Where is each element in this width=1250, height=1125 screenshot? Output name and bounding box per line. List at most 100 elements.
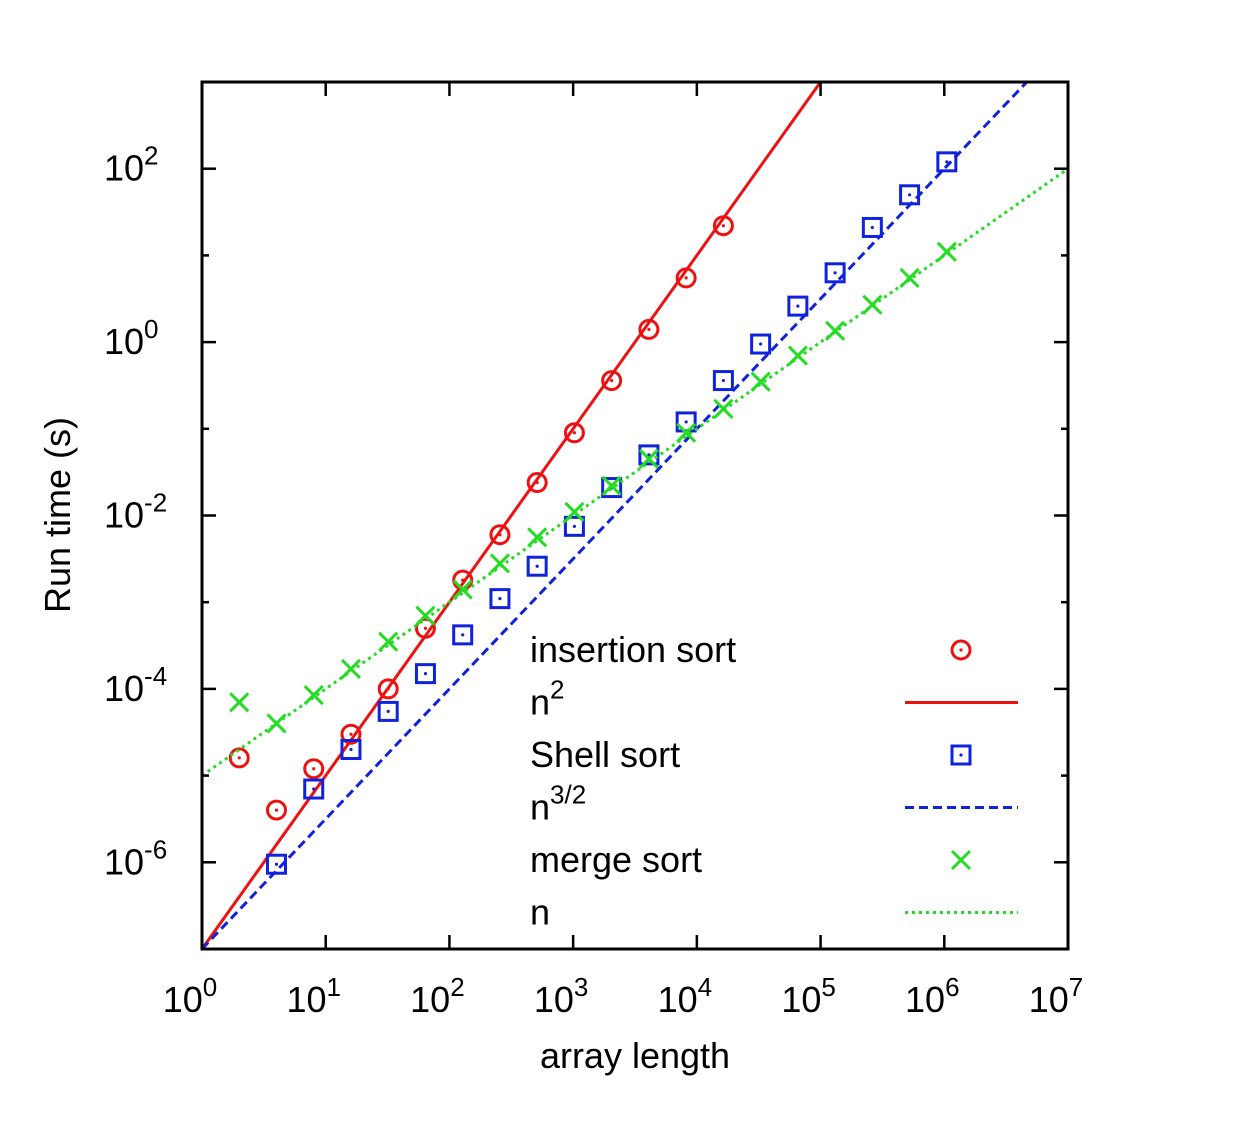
marker-box — [936, 151, 958, 173]
data-point — [489, 553, 510, 574]
legend-label: n — [530, 892, 550, 933]
marker-dot — [237, 756, 241, 760]
marker-box — [861, 216, 883, 238]
marker-dot — [386, 709, 390, 714]
series-line-3 — [202, 82, 1029, 949]
marker-dot — [423, 672, 428, 676]
data-point — [265, 799, 287, 821]
legend: insertion sort n2 Shell sort n3/2 merge sort… — [530, 629, 1018, 933]
data-point — [824, 262, 846, 284]
data-point — [750, 333, 772, 355]
marker-ring — [489, 524, 511, 546]
x-tick-label: 104 — [658, 972, 713, 1020]
data-point — [526, 555, 548, 577]
x-tick-label: 105 — [781, 972, 836, 1020]
data-point — [638, 444, 660, 466]
x-tick-label: 103 — [534, 972, 589, 1020]
marker-dot — [349, 732, 353, 736]
data-point — [452, 579, 473, 600]
data-point — [228, 747, 250, 769]
marker-ring — [303, 758, 325, 780]
plot-area — [202, 82, 1068, 949]
data-point — [601, 370, 623, 392]
series-points-0 — [228, 215, 734, 821]
data-point — [266, 713, 287, 734]
data-point — [861, 216, 883, 238]
data-point — [340, 739, 362, 761]
marker-dot — [498, 597, 502, 601]
marker-box — [787, 295, 809, 317]
marker-box — [452, 624, 474, 646]
marker-box — [950, 744, 972, 766]
legend-marker-sample — [950, 639, 972, 661]
data-point — [601, 475, 622, 496]
data-point — [489, 588, 511, 610]
marker-dot — [312, 787, 316, 791]
y-tick-label: 10-6 — [104, 834, 167, 882]
marker-dot — [647, 453, 651, 457]
x-tick-label: 101 — [286, 972, 341, 1020]
marker-box — [563, 515, 585, 537]
marker-ring — [228, 747, 250, 769]
marker-dot — [572, 524, 577, 528]
data-point — [676, 422, 697, 443]
marker-box — [377, 700, 399, 722]
marker-ring — [563, 422, 585, 444]
data-point — [414, 663, 436, 685]
marker-dot — [349, 747, 353, 752]
data-point — [563, 515, 585, 537]
data-point — [936, 151, 958, 173]
legend-label: Shell sort — [530, 734, 680, 775]
axis-tick-labels: 100 101 102 103 104 105 106 107 10-6 10-4 10-2 100 1… — [104, 141, 1083, 1020]
legend-label: insertion sort — [530, 629, 736, 670]
y-tick-label: 10-2 — [104, 488, 167, 536]
series-line-5 — [202, 167, 1068, 777]
marker-dot — [423, 626, 428, 630]
y-tick-label: 10-4 — [104, 661, 167, 709]
marker-dot — [610, 378, 614, 383]
data-point — [452, 624, 474, 646]
data-point — [229, 692, 250, 713]
marker-dot — [796, 304, 800, 308]
marker-ring — [265, 799, 287, 821]
y-tick-label: 100 — [104, 314, 159, 362]
marker-box — [638, 444, 660, 466]
series-points-4 — [229, 241, 957, 734]
marker-ring — [340, 723, 362, 745]
marker-dot — [461, 633, 465, 637]
plot-frame — [200, 80, 1070, 951]
data-point — [378, 631, 399, 652]
marker-ring — [601, 370, 623, 392]
x-tick-label: 106 — [905, 972, 960, 1020]
data-point — [303, 778, 325, 800]
data-point — [750, 371, 771, 392]
marker-box — [265, 853, 287, 875]
data-point — [340, 658, 362, 679]
marker-dot — [870, 225, 874, 230]
data-point — [527, 527, 548, 548]
marker-dot — [721, 378, 725, 383]
x-tick-label: 107 — [1029, 972, 1084, 1020]
marker-ring — [950, 639, 972, 661]
marker-box — [750, 333, 772, 355]
marker-box — [489, 588, 511, 610]
marker-box — [414, 663, 436, 685]
marker-dot — [274, 862, 279, 866]
marker-box — [303, 778, 325, 800]
marker-ring — [526, 472, 548, 494]
marker-dot — [959, 648, 963, 652]
marker-dot — [907, 193, 912, 197]
marker-box — [526, 555, 548, 577]
marker-dot — [535, 564, 539, 568]
y-axis-label: Run time (s) — [37, 417, 78, 613]
data-point — [303, 684, 324, 706]
y-tick-label: 102 — [104, 141, 159, 189]
data-point — [899, 184, 921, 206]
marker-box — [601, 477, 623, 499]
data-point — [787, 295, 809, 317]
marker-dot — [684, 420, 688, 424]
data-point — [712, 370, 734, 392]
axis-ticks — [200, 80, 1070, 951]
data-point — [787, 345, 808, 366]
